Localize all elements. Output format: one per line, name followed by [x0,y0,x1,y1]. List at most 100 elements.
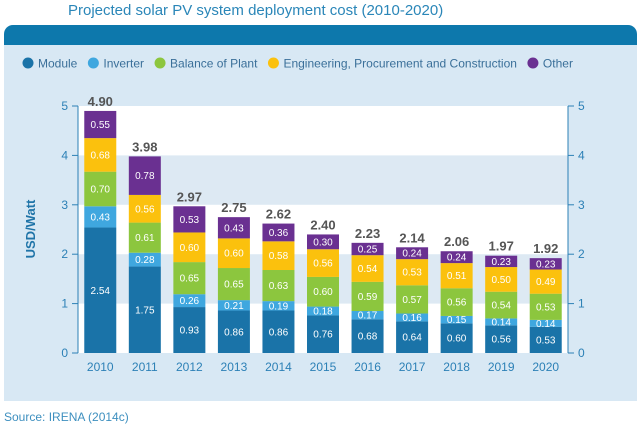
bar-segment-4-4 [262,223,295,242]
bar-segment-1-5 [307,306,339,316]
bar-total-label-6: 2.23 [355,226,380,241]
bar-value-label-1-6: 0.17 [358,311,378,322]
chart-bars: 2.54 0.43 0.70 0.68 0.55 4.90 1.75 0.28 0.61 0.56… [84,94,562,353]
bar-segment-1-4 [262,301,295,311]
legend-swatch-3 [267,57,279,69]
bar-value-label-3-9: 0.50 [491,275,511,286]
y-tick-label-right-0: 0 [578,346,585,360]
bar-segment-4-0 [84,110,117,139]
bar-value-label-2-6: 0.59 [358,292,378,303]
bar-value-label-2-7: 0.57 [402,295,422,306]
bar-segment-2-3 [217,268,250,301]
bar-segment-3-3 [217,238,250,269]
y-tick-label-left-1: 1 [61,297,68,311]
bar-segment-4-8 [440,251,473,264]
x-tick-label-9: 2019 [488,360,515,374]
bar-segment-0-5 [307,315,339,353]
bar-value-label-0-7: 0.64 [402,333,422,344]
bar-value-label-3-0: 0.68 [91,150,111,161]
bar-value-label-0-3: 0.86 [224,327,244,338]
y-tick-label-right-2: 2 [578,247,585,261]
bar-value-label-0-9: 0.56 [491,335,511,346]
bar-segment-1-1 [128,252,161,267]
y-tick-label-left-2: 2 [61,247,68,261]
bar-value-label-2-9: 0.54 [491,301,511,312]
bar-value-label-2-8: 0.56 [447,298,467,309]
bar-segment-4-10 [529,258,562,270]
bar-segment-0-6 [351,319,384,353]
source-note: Source: IRENA (2014c) [4,410,129,424]
bar-value-label-3-4: 0.58 [269,251,289,262]
bar-total-label-9: 1.97 [489,239,514,254]
chart-title: Projected solar PV system deployment cos… [68,2,444,19]
bar-total-label-0: 4.90 [88,94,113,109]
bar-value-label-4-10: 0.23 [536,259,556,270]
legend-label-2: Balance of Plant [170,57,258,71]
bar-segment-0-1 [128,266,161,353]
bar-segment-2-6 [351,281,384,312]
x-tick-label-10: 2020 [532,360,559,374]
bar-segment-1-7 [396,313,429,322]
y-tick-label-right-4: 4 [578,148,585,162]
bar-segment-0-7 [396,321,429,353]
bar-segment-3-1 [128,194,161,223]
bar-value-label-2-0: 0.70 [91,184,111,195]
bar-segment-2-8 [440,288,473,316]
bar-value-label-0-1: 1.75 [135,305,155,316]
bar-segment-1-2 [173,294,206,308]
bar-value-label-0-0: 2.54 [91,286,111,297]
bar-value-label-2-4: 0.63 [269,281,289,292]
legend-label-0: Module [38,57,78,71]
y-axis-left: 0 1 2 3 4 5 [61,99,79,360]
chart-legend: Module Inverter Balance of Plant Engineerin… [22,57,573,71]
bar-segment-2-1 [128,222,161,253]
x-tick-label-0: 2010 [87,360,114,374]
bar-value-label-0-2: 0.93 [180,326,200,337]
bar-segment-2-7 [396,285,429,314]
bar-total-label-8: 2.06 [444,234,469,249]
y-tick-label-left-4: 4 [61,148,68,162]
legend-swatch-1 [87,57,99,69]
bar-segment-0-4 [262,310,295,353]
bar-segment-1-8 [440,315,473,324]
bar-value-label-0-8: 0.60 [447,334,467,345]
bar-segment-0-8 [440,323,473,353]
bar-segment-0-0 [84,227,117,353]
bar-value-label-3-2: 0.60 [180,243,200,254]
y-tick-label-left-5: 5 [61,99,68,113]
bar-value-label-4-8: 0.24 [447,253,467,264]
bar-segment-2-10 [529,293,562,320]
bar-value-label-1-5: 0.18 [313,307,333,318]
bar-segment-4-2 [173,206,206,233]
x-tick-label-7: 2017 [399,360,426,374]
x-tick-label-6: 2016 [354,360,381,374]
bar-value-label-3-7: 0.53 [402,268,422,279]
bar-value-label-2-1: 0.61 [135,233,155,244]
bar-value-label-4-9: 0.23 [491,257,511,268]
bar-value-label-3-8: 0.51 [447,271,467,282]
bar-total-label-4: 2.62 [266,207,291,222]
bar-segment-2-2 [173,262,206,295]
x-tick-label-4: 2014 [265,360,292,374]
bar-segment-0-9 [485,325,518,353]
bar-value-label-4-5: 0.30 [313,237,333,248]
bar-segment-1-3 [217,300,250,311]
bar-segment-3-2 [173,232,206,263]
bar-total-label-7: 2.14 [399,230,425,245]
bar-segment-2-9 [485,291,518,319]
bar-segment-3-5 [307,249,339,277]
y-tick-label-right-1: 1 [578,297,585,311]
bar-value-label-3-1: 0.56 [135,204,155,215]
legend-swatch-4 [527,57,539,69]
bar-value-label-3-6: 0.54 [358,264,378,275]
bar-segment-2-5 [307,276,339,307]
bar-segment-4-5 [307,234,339,250]
bar-segment-1-0 [84,206,117,228]
legend-label-4: Other [543,57,573,71]
bar-segment-4-1 [128,156,161,195]
y-tick-label-left-3: 3 [61,198,68,212]
bar-segment-4-9 [485,255,518,268]
bar-value-label-4-6: 0.25 [358,245,378,256]
bar-segment-0-2 [173,307,206,353]
